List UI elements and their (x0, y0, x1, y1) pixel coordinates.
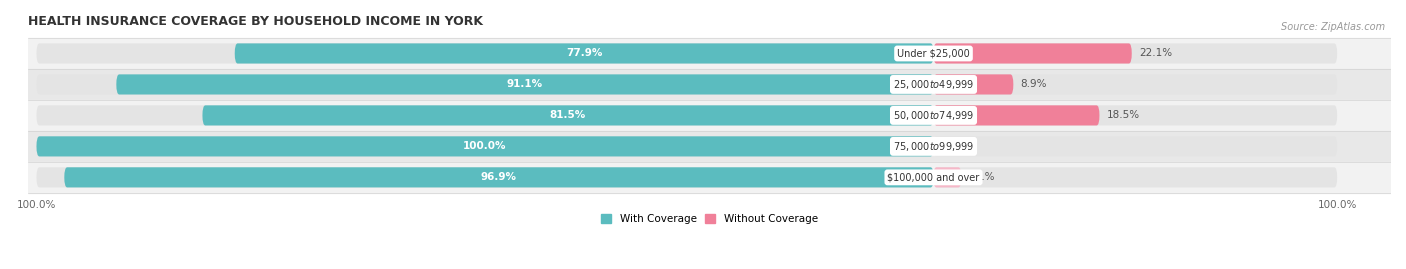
Text: 0.0%: 0.0% (941, 141, 967, 151)
FancyBboxPatch shape (934, 105, 1337, 125)
Bar (28, 69, 1391, 100)
Bar (28, 38, 1391, 69)
Text: $100,000 and over: $100,000 and over (887, 172, 980, 182)
Text: HEALTH INSURANCE COVERAGE BY HOUSEHOLD INCOME IN YORK: HEALTH INSURANCE COVERAGE BY HOUSEHOLD I… (28, 15, 482, 28)
FancyBboxPatch shape (934, 167, 1337, 187)
FancyBboxPatch shape (37, 43, 934, 63)
FancyBboxPatch shape (235, 43, 934, 63)
Text: 81.5%: 81.5% (550, 110, 586, 121)
FancyBboxPatch shape (934, 43, 1132, 63)
Text: Under $25,000: Under $25,000 (897, 48, 970, 58)
Bar (28, 162, 1391, 193)
Text: 3.1%: 3.1% (969, 172, 995, 182)
Text: 91.1%: 91.1% (506, 79, 543, 89)
Bar (28, 131, 1391, 162)
Text: $25,000 to $49,999: $25,000 to $49,999 (893, 78, 974, 91)
Legend: With Coverage, Without Coverage: With Coverage, Without Coverage (596, 210, 823, 228)
FancyBboxPatch shape (37, 74, 934, 94)
FancyBboxPatch shape (37, 167, 934, 187)
Text: $75,000 to $99,999: $75,000 to $99,999 (893, 140, 974, 153)
Text: 100.0%: 100.0% (463, 141, 506, 151)
FancyBboxPatch shape (117, 74, 934, 94)
FancyBboxPatch shape (934, 167, 962, 187)
FancyBboxPatch shape (934, 136, 1337, 157)
FancyBboxPatch shape (934, 105, 1099, 125)
Text: 96.9%: 96.9% (481, 172, 517, 182)
Text: 18.5%: 18.5% (1107, 110, 1140, 121)
FancyBboxPatch shape (37, 136, 934, 157)
FancyBboxPatch shape (202, 105, 934, 125)
Text: $50,000 to $74,999: $50,000 to $74,999 (893, 109, 974, 122)
Text: 77.9%: 77.9% (567, 48, 602, 58)
Bar (28, 100, 1391, 131)
FancyBboxPatch shape (934, 74, 1014, 94)
FancyBboxPatch shape (934, 43, 1337, 63)
Text: 8.9%: 8.9% (1021, 79, 1047, 89)
Text: Source: ZipAtlas.com: Source: ZipAtlas.com (1281, 22, 1385, 31)
FancyBboxPatch shape (37, 136, 934, 157)
Text: 22.1%: 22.1% (1139, 48, 1173, 58)
FancyBboxPatch shape (37, 105, 934, 125)
FancyBboxPatch shape (65, 167, 934, 187)
FancyBboxPatch shape (934, 74, 1337, 94)
